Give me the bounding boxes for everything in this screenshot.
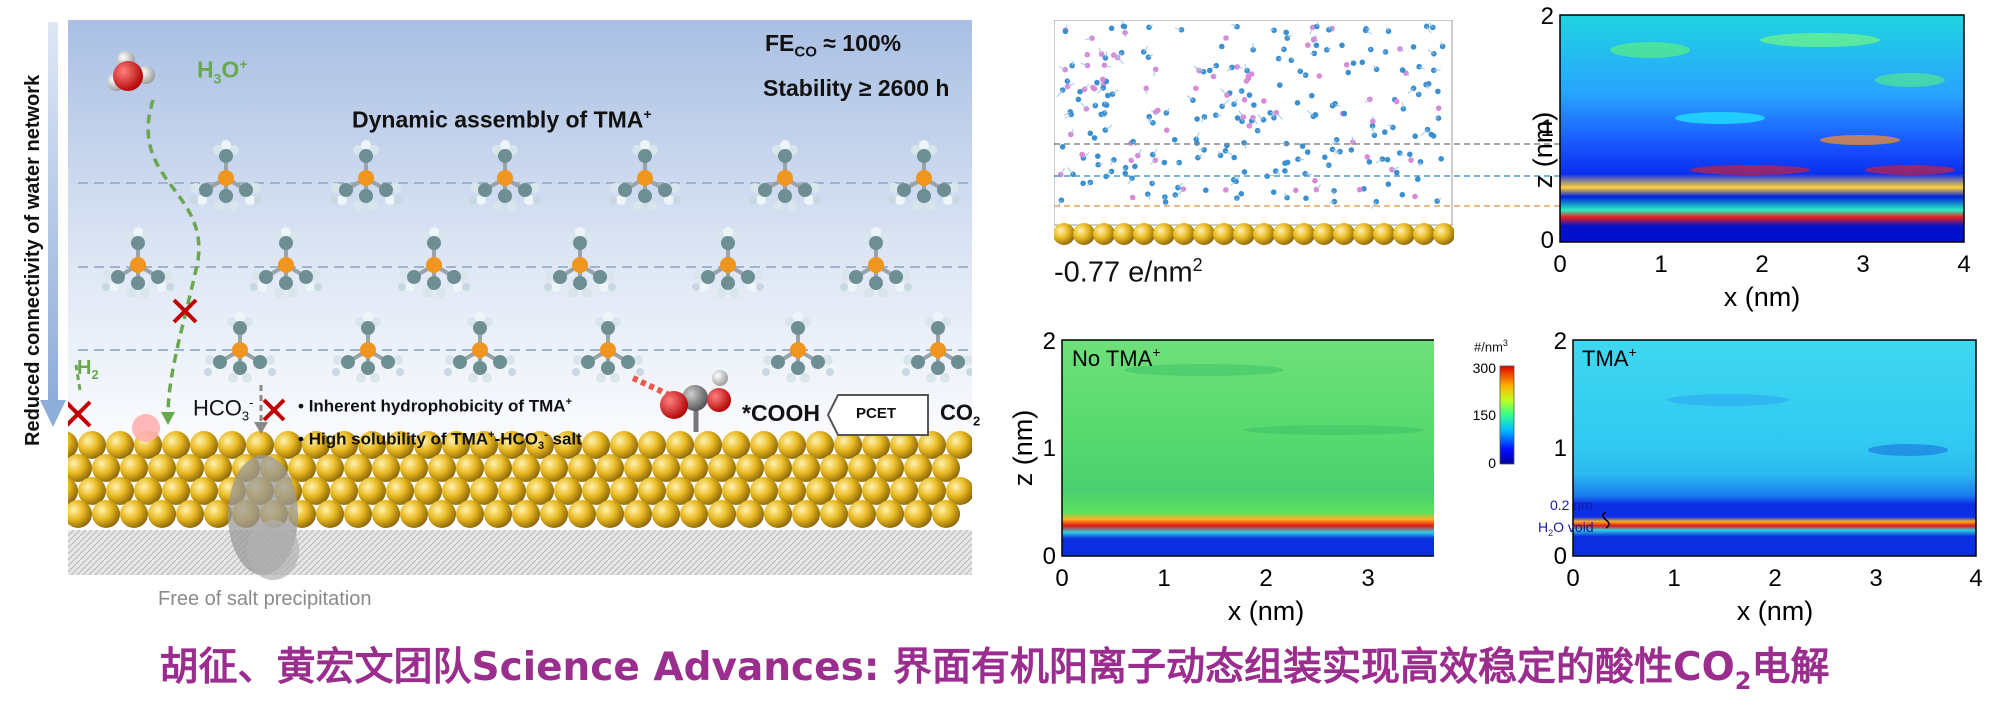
ytick-0: 0 (1043, 543, 1056, 570)
fe-label: FECO ≈ 100% (765, 30, 902, 61)
xtick-0: 0 (1553, 251, 1566, 278)
xtick-1: 1 (1654, 251, 1667, 278)
bullet-list: • Inherent hydrophobicity of TMA+ • High… (298, 388, 582, 460)
colorbar-unit: #/nm3 (1474, 338, 1508, 355)
co2-label: CO2 (940, 400, 981, 429)
blocked-cross-icon (172, 298, 198, 324)
pcet-arrow (826, 394, 929, 436)
xtick-2: 2 (1259, 565, 1272, 592)
charge-label: -0.77 e/nm2 (1054, 255, 1203, 289)
xtick-4: 4 (1969, 565, 1982, 592)
snapshot-connectors (1454, 143, 1560, 207)
colorbar-tick-min: 0 (1488, 455, 1496, 470)
pcet-label: PCET (856, 405, 897, 422)
bullet-solubility: • High solubility of TMA+-HCO3- salt (298, 428, 582, 452)
h3o-molecule-icon (107, 51, 155, 91)
ytick-0: 0 (1554, 543, 1567, 570)
colorbar-tick-max: 300 (1473, 360, 1497, 376)
panel-label-no-tma: No TMA+ (1072, 344, 1160, 371)
void-label: H2O void (1538, 519, 1594, 538)
xtick-3: 3 (1869, 565, 1882, 592)
xtick-4: 4 (1957, 251, 1970, 278)
h3o-label: H3O+ (197, 56, 248, 87)
xtick-1: 1 (1157, 565, 1170, 592)
xtick-0: 0 (1566, 565, 1579, 592)
schematic-panel (44, 20, 976, 580)
bullet-hydrophobicity: • Inherent hydrophobicity of TMA+ (298, 396, 573, 416)
gold-electrode (50, 431, 974, 528)
stability-label: Stability ≥ 2600 h (763, 75, 950, 101)
y-axis-label: z (nm) (1008, 410, 1038, 487)
colorbar: 300 150 0 (1473, 360, 1515, 470)
xtick-2: 2 (1755, 251, 1768, 278)
ytick-1: 1 (1554, 435, 1567, 462)
y-axis-label: z (nm) (1528, 112, 1558, 189)
x-axis-label: x (nm) (1724, 282, 1801, 312)
h2-label: H2 (77, 357, 99, 382)
salt-label: Free of salt precipitation (158, 588, 372, 610)
xtick-0: 0 (1055, 565, 1068, 592)
headline: 胡征、黄宏文团队Science Advances: 界面有机阳离子动态组装实现高… (159, 645, 1830, 695)
density-map-no-tma: 2 1 0 0 1 2 3 4 x (nm) z (nm) No TMA+ (1008, 330, 1434, 626)
cooh-label: *COOH (742, 400, 820, 426)
xtick-3: 3 (1856, 251, 1869, 278)
ytick-1: 1 (1541, 115, 1554, 142)
xtick-2: 2 (1768, 565, 1781, 592)
ytick-0: 0 (1541, 227, 1554, 254)
assembly-label: Dynamic assembly of TMA+ (352, 106, 652, 133)
h2-cross-icon (64, 400, 92, 428)
water-network-arrow-icon (40, 22, 66, 427)
density-map-tma: 2 1 0 0 1 2 3 4 x (nm) TMA+ 0.2 nm H2O v… (1538, 330, 1983, 626)
panel-label-tma: TMA+ (1582, 344, 1637, 371)
x-axis-label: x (nm) (1737, 596, 1814, 626)
ytick-1: 1 (1043, 435, 1056, 462)
ytick-2: 2 (1541, 3, 1554, 30)
ytick-2: 2 (1554, 330, 1567, 355)
md-snapshot-image (1053, 19, 1455, 245)
cooh-molecule-icon (631, 370, 731, 432)
void-size-label: 0.2 nm (1550, 497, 1593, 513)
ytick-2: 2 (1043, 330, 1056, 355)
xtick-3: 3 (1361, 565, 1374, 592)
colorbar-tick-mid: 150 (1473, 407, 1497, 423)
hco3-cross-icon (262, 398, 286, 422)
md-snapshot-panel (1053, 19, 1455, 246)
schematic-illustration (44, 20, 976, 580)
x-axis-label: x (nm) (1228, 596, 1305, 626)
side-label: Reduced connectivity of water network (22, 74, 44, 446)
density-map-top: 2 1 0 0 1 2 3 4 x (nm) z (nm) (1528, 3, 1971, 312)
hco3-label: HCO3- (193, 395, 254, 424)
xtick-1: 1 (1667, 565, 1680, 592)
